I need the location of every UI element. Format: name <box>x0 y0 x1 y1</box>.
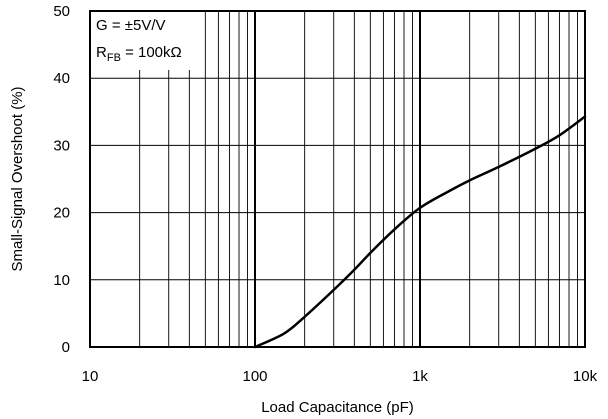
y-tick-label: 10 <box>53 272 70 289</box>
overshoot-curve <box>253 115 587 349</box>
x-tick-labels: 10 100 1k 10k <box>82 368 598 385</box>
rfb-symbol: R <box>96 44 107 61</box>
rfb-annotation: RFB = 100kΩ <box>96 44 182 64</box>
x-tick-label: 100 <box>242 368 267 385</box>
gain-annotation: G = ±5V/V <box>96 17 166 34</box>
rfb-subscript: FB <box>107 52 121 64</box>
minor-grid <box>139 11 578 347</box>
x-tick-label: 1k <box>412 368 428 385</box>
y-tick-label: 20 <box>53 205 70 222</box>
y-tick-label: 0 <box>62 339 70 356</box>
y-tick-labels: 0 10 20 30 40 50 <box>53 3 70 356</box>
x-tick-label: 10 <box>82 368 99 385</box>
plot-frame <box>89 10 586 348</box>
rfb-value: = 100kΩ <box>121 44 182 61</box>
x-axis-label: Load Capacitance (pF) <box>261 399 414 416</box>
annotation-box <box>91 12 204 70</box>
y-tick-label: 50 <box>53 3 70 20</box>
y-axis-label: Small-Signal Overshoot (%) <box>9 86 26 271</box>
y-tick-label: 40 <box>53 70 70 87</box>
y-tick-label: 30 <box>53 137 70 154</box>
x-tick-label: 10k <box>573 368 598 385</box>
series-group <box>253 115 587 349</box>
